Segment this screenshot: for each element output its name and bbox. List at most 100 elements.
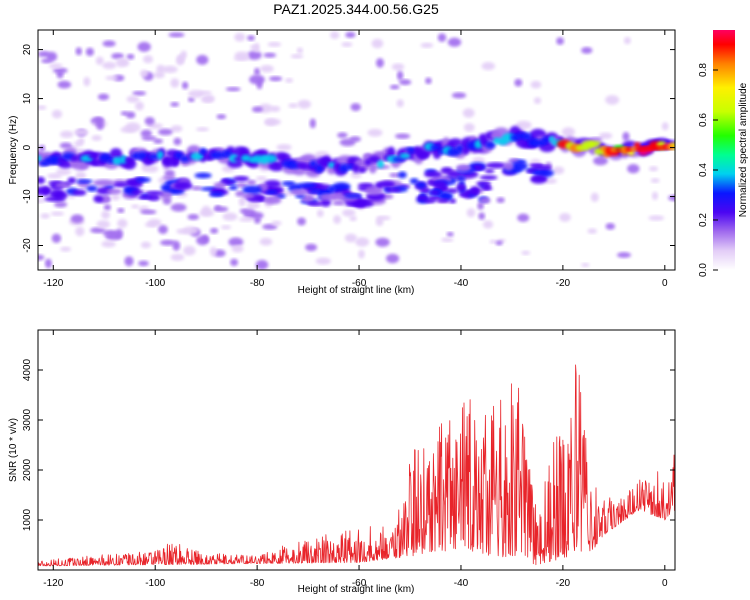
spectrogram-cell xyxy=(131,204,140,209)
spectrogram-cell xyxy=(405,147,417,153)
spectrogram-cell xyxy=(103,204,111,211)
spectrogram-cell xyxy=(102,61,117,70)
spectrogram-cell xyxy=(264,195,282,205)
spectrogram-cell xyxy=(541,136,550,144)
spectrogram-cell xyxy=(246,201,260,209)
spectrogram-cell xyxy=(389,173,401,178)
snr-y-ticks: 1000 2000 3000 4000 xyxy=(22,358,675,531)
spectrogram-cell xyxy=(52,67,68,74)
spectrogram-cell xyxy=(213,182,227,189)
snr-x-tick-label: 0 xyxy=(662,578,668,589)
spectrogram-x-tick-label: -80 xyxy=(250,278,265,289)
spectrogram-cell xyxy=(188,90,204,98)
spectrogram-y-tick-label: 20 xyxy=(22,44,33,56)
spectrogram-x-tick-label: 0 xyxy=(662,278,668,289)
spectrogram-cell xyxy=(556,37,564,45)
spectrogram-cell xyxy=(476,181,491,187)
spectrogram-cell xyxy=(648,166,659,172)
spectrogram-cell xyxy=(90,227,106,234)
spectrogram-cell xyxy=(67,177,77,184)
spectrogram-cell xyxy=(124,156,135,164)
spectrogram-cell xyxy=(319,193,339,201)
spectrogram-cell xyxy=(305,243,318,252)
spectrogram-cell xyxy=(144,117,155,126)
spectrogram-cell xyxy=(181,81,189,90)
spectrogram-cell xyxy=(588,141,601,147)
spectrogram-cell xyxy=(242,193,255,199)
spectrogram-x-ticks: -120 -100 -80 -60 -40 -20 0 xyxy=(43,30,668,289)
spectrogram-cell xyxy=(97,93,110,101)
spectrogram-cell xyxy=(316,209,324,218)
spectrogram-cell xyxy=(153,71,165,79)
spectrogram-cell xyxy=(138,260,149,267)
spectrogram-cell xyxy=(93,117,104,125)
spectrogram-x-tick-label: -20 xyxy=(556,278,571,289)
spectrogram-cell xyxy=(242,185,262,195)
spectrogram-cell xyxy=(301,194,315,203)
spectrogram-cell xyxy=(126,53,135,60)
spectrogram-cell xyxy=(309,189,322,194)
spectrogram-cell xyxy=(419,187,431,194)
spectrogram-cell xyxy=(479,197,491,204)
spectrogram-cell xyxy=(153,138,164,144)
snr-x-tick-label: -100 xyxy=(145,578,165,589)
spectrogram-cell xyxy=(96,220,111,229)
spectrogram-frame xyxy=(37,29,676,271)
colorbar-tick-label: 0.2 xyxy=(698,213,709,227)
spectrogram-cell xyxy=(125,122,141,133)
spectrogram-cell xyxy=(375,237,390,247)
spectrogram-cell xyxy=(54,201,68,208)
spectrogram-cell xyxy=(449,198,457,204)
spectrogram-cell xyxy=(466,208,476,218)
spectrogram-cell xyxy=(91,135,102,141)
spectrogram-cell xyxy=(70,155,79,162)
spectrogram-cell xyxy=(416,181,427,189)
spectrogram-cell xyxy=(179,155,190,163)
spectrogram-cell xyxy=(162,175,176,180)
spectrogram-cell xyxy=(605,95,620,105)
spectrogram-cell xyxy=(339,138,356,147)
spectrogram-cell xyxy=(530,175,548,184)
spectrogram-cell xyxy=(137,41,151,52)
spectrogram-cell xyxy=(514,78,523,87)
spectrogram-cell xyxy=(307,201,324,206)
spectrogram-cell xyxy=(194,172,212,179)
spectrogram-cell xyxy=(255,259,269,270)
spectrogram-cell xyxy=(73,129,89,136)
spectrogram-cell xyxy=(522,132,532,141)
spectrogram-cell xyxy=(170,125,183,133)
spectrogram-cell xyxy=(416,195,429,201)
snr-y-tick-label: 4000 xyxy=(22,358,33,381)
spectrogram-cell xyxy=(337,132,348,138)
spectrogram-cell xyxy=(447,37,462,47)
spectrogram-cell xyxy=(269,105,281,112)
spectrogram-cell xyxy=(60,246,72,252)
colorbar-ticks: 0.0 0.2 0.4 0.6 0.8 xyxy=(698,63,718,277)
spectrogram-cell xyxy=(378,180,395,188)
spectrogram-cell xyxy=(187,214,200,220)
spectrogram-cell xyxy=(276,144,292,151)
spectrogram-cell xyxy=(350,103,361,112)
spectrogram-cell xyxy=(51,109,63,119)
spectrogram-cell xyxy=(191,186,202,191)
spectrogram-cell xyxy=(70,214,84,224)
spectrogram-cell xyxy=(396,99,404,108)
spectrogram-cell xyxy=(253,42,260,53)
spectrogram-cell xyxy=(220,225,232,230)
spectrogram-y-ticks: -20 -10 0 10 20 xyxy=(22,44,675,253)
spectrogram-cell xyxy=(265,118,281,126)
spectrogram-cell xyxy=(345,31,356,38)
spectrogram-cell xyxy=(199,209,215,217)
spectrogram-cell xyxy=(396,70,404,81)
spectrogram-cell xyxy=(472,157,485,164)
spectrogram-cell xyxy=(247,35,255,41)
spectrogram-cell xyxy=(429,144,442,150)
spectrogram-cell xyxy=(85,47,94,57)
spectrogram-cell xyxy=(234,51,249,60)
spectrogram-cell xyxy=(199,147,207,155)
spectrogram-cell xyxy=(210,227,219,234)
spectrogram-cell xyxy=(158,225,168,234)
spectrogram-y-tick-label: -10 xyxy=(22,189,33,204)
spectrogram-cell xyxy=(173,181,193,191)
